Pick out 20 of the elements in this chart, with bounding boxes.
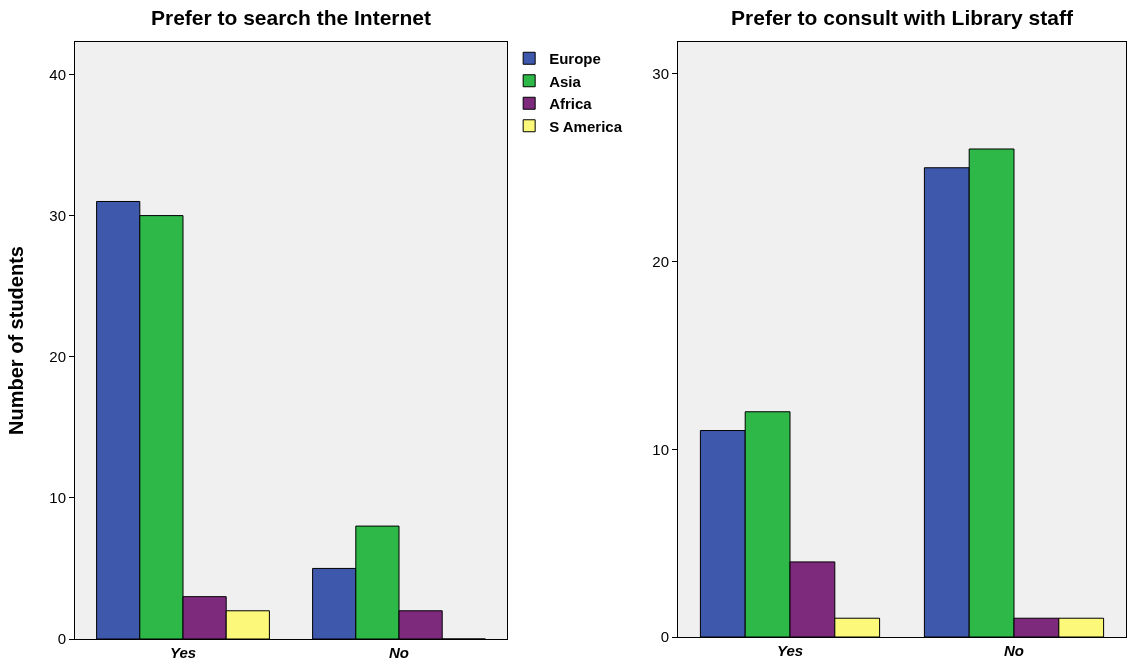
- y-tick-label: 40: [49, 65, 66, 83]
- legend-label: Asia: [549, 72, 582, 90]
- y-tick-label: 10: [652, 440, 669, 458]
- legend-label: S America: [549, 117, 623, 135]
- y-tick-label: 20: [49, 347, 66, 365]
- y-tick-label: 0: [57, 630, 66, 648]
- x-tick-label: No: [1004, 642, 1024, 659]
- x-tick-label: Yes: [776, 642, 804, 659]
- chart-title: Prefer to consult with Library staff: [731, 5, 1074, 29]
- y-axis-title: Number of students: [4, 246, 27, 435]
- y-tick-label: 0: [660, 628, 669, 646]
- y-tick-label: 30: [49, 206, 66, 224]
- y-tick-label: 10: [49, 489, 66, 507]
- chart-title: Prefer to search the Internet: [150, 5, 432, 29]
- x-tick-label: Yes: [169, 644, 197, 661]
- legend-label: Africa: [549, 95, 593, 113]
- x-tick-label: No: [389, 644, 409, 661]
- y-tick-label: 20: [652, 252, 669, 270]
- legend-label: Europe: [549, 50, 601, 68]
- y-tick-label: 30: [652, 65, 669, 83]
